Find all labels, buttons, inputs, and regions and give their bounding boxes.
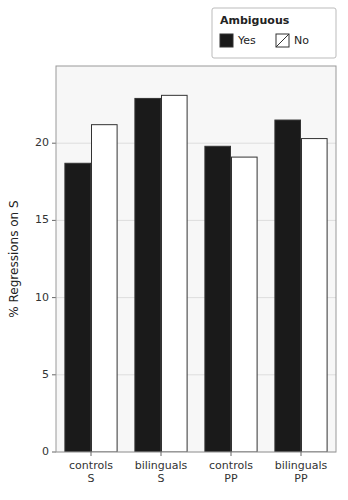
bar [65,163,91,452]
bar [92,125,118,452]
tick-mark [231,452,232,456]
legend-frame [212,8,336,58]
tick-mark [91,452,92,456]
bar [275,120,301,452]
bar [162,95,188,452]
chart-container: 0 5 10 15 20 controlsS bilingualsS controlsPP bi… [0,0,348,500]
bar [302,139,328,452]
tick-label: controlsS [69,459,113,485]
tick-label: bilingualsPP [275,459,328,485]
legend-label: Yes [237,34,256,47]
legend-swatch [276,34,289,47]
bar [135,98,161,452]
legend: Ambiguous Yes No [212,8,336,58]
chart-svg: 0 5 10 15 20 controlsS bilingualsS controlsPP bi… [0,0,348,500]
tick-label: 5 [42,368,49,381]
tick-label: bilingualsS [135,459,188,485]
tick-label: 20 [35,136,49,149]
tick-mark [52,374,56,375]
x-axis: controlsS bilingualsS controlsPP bilinguals… [69,452,328,485]
bar [232,157,258,452]
legend-swatch [220,34,233,47]
tick-label: 15 [35,213,49,226]
tick-mark [52,143,56,144]
y-axis-label: % Regressions on S [7,200,21,317]
tick-mark [52,452,56,453]
tick-label: 0 [42,445,49,458]
legend-title: Ambiguous [220,14,290,27]
plot-background [56,66,336,452]
tick-label: controlsPP [209,459,253,485]
tick-mark [301,452,302,456]
bars [65,95,327,452]
legend-swatch-line [276,34,289,47]
tick-label: 10 [35,291,49,304]
plot-frame [56,66,336,452]
tick-mark [161,452,162,456]
legend-label: No [294,34,309,47]
bar [205,146,231,452]
tick-mark [52,297,56,298]
tick-mark [52,220,56,221]
